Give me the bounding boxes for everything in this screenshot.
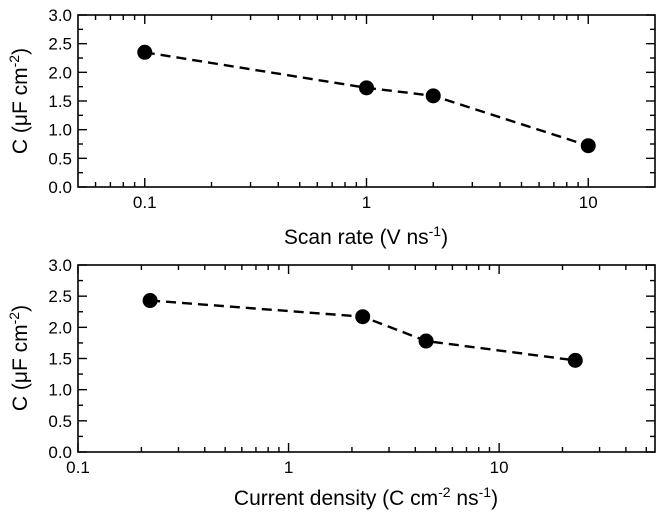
y-tick-label: 0.5: [48, 149, 72, 168]
plot-frame: [77, 14, 656, 188]
data-point: [355, 309, 371, 325]
data-point: [418, 333, 434, 349]
y-tick-label: 2.5: [48, 287, 72, 306]
series-line: [144, 51, 589, 147]
bottom-panel: 0.0 0.5 1.0 1.5 2.0 2.5 3.0 0.1 1 10 Current den…: [6, 256, 656, 510]
y-axis-title: C (μF cm-2): [6, 48, 32, 154]
y-tick-label: 0.5: [48, 412, 72, 431]
y-tick-label: 1.5: [48, 350, 72, 369]
y-axis-title: C (μF cm-2): [6, 305, 32, 411]
series-layer: [142, 293, 583, 368]
data-point: [137, 44, 153, 60]
series-line: [150, 299, 576, 362]
y-tick-label: 2.0: [48, 63, 72, 82]
x-tick-label: 10: [579, 193, 598, 212]
data-point: [142, 293, 158, 309]
x-tick-label: 0.1: [133, 193, 157, 212]
x-tick-label: 0.1: [66, 458, 90, 477]
x-axis-title: Current density (C cm-2 ns-1): [234, 484, 498, 510]
y-ticks: 0.0 0.5 1.0 1.5 2.0 2.5 3.0: [48, 256, 655, 462]
data-point: [425, 88, 441, 104]
y-tick-label: 1.0: [48, 381, 72, 400]
x-tick-label: 1: [284, 458, 293, 477]
y-ticks: 0.0 0.5 1.0 1.5 2.0 2.5 3.0: [48, 6, 655, 197]
x-ticks: 0.1 1 10: [66, 265, 647, 477]
x-tick-label: 1: [362, 193, 371, 212]
x-axis-title: Scan rate (V ns-1): [284, 223, 448, 249]
data-point: [580, 138, 596, 154]
y-tick-label: 0.0: [48, 443, 72, 462]
y-tick-label: 3.0: [48, 256, 72, 275]
y-tick-label: 2.0: [48, 318, 72, 337]
series-layer: [137, 44, 596, 154]
data-point: [567, 352, 583, 368]
y-tick-label: 0.0: [48, 178, 72, 197]
top-panel: 0.0 0.5 1.0 1.5 2.0 2.5 3.0 0.1 1 10 Scan rate (…: [6, 6, 656, 249]
y-tick-label: 1.0: [48, 121, 72, 140]
x-tick-label: 10: [490, 458, 509, 477]
y-tick-label: 3.0: [48, 6, 72, 25]
data-point: [359, 80, 374, 96]
x-ticks: 0.1 1 10: [94, 15, 598, 212]
y-tick-label: 1.5: [48, 92, 72, 111]
y-tick-label: 2.5: [48, 35, 72, 54]
